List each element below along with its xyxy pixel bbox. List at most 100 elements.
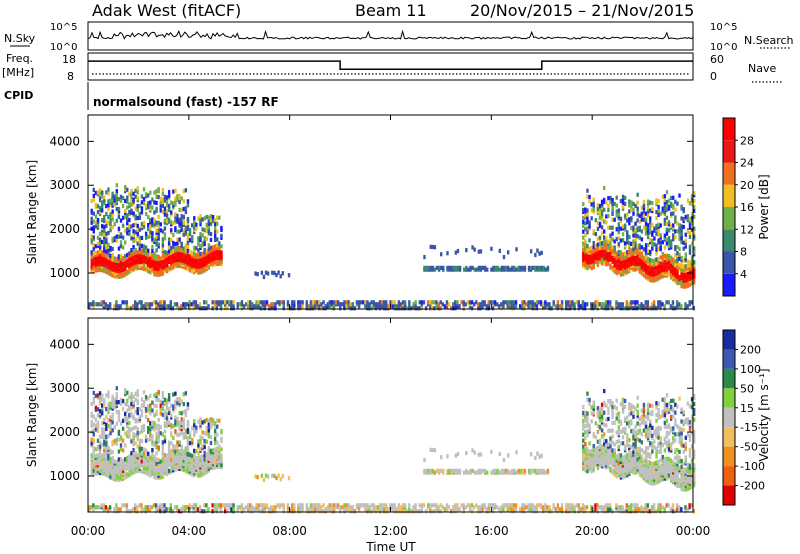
power-cell xyxy=(100,200,104,205)
velocity-cell xyxy=(186,435,190,441)
power-cell xyxy=(167,241,171,246)
power-cell xyxy=(600,257,604,262)
velocity-cell xyxy=(213,425,217,430)
velocity-cell xyxy=(370,503,373,508)
power-cell xyxy=(205,249,208,254)
power-cell xyxy=(136,250,139,255)
power-cell xyxy=(221,300,225,305)
power-cell xyxy=(640,205,644,210)
velocity-cell xyxy=(615,503,618,508)
velocity-cell xyxy=(126,390,129,395)
velocity-cell xyxy=(144,414,148,420)
velocity-cell xyxy=(213,459,217,464)
velocity-cell xyxy=(598,438,602,443)
power-cell xyxy=(247,300,250,305)
velocity-cell xyxy=(560,503,564,508)
power-cell xyxy=(669,243,673,248)
power-cell xyxy=(523,265,527,270)
velocity-cell xyxy=(272,505,275,510)
velocity-cell xyxy=(491,509,495,514)
power-cell xyxy=(667,244,671,249)
power-cell xyxy=(142,197,146,202)
power-cell xyxy=(151,197,154,202)
power-cell xyxy=(170,200,173,205)
power-cell xyxy=(374,306,378,311)
power-cell xyxy=(672,233,675,238)
velocity-cell xyxy=(265,503,269,508)
power-cell xyxy=(130,250,133,255)
velocity-cell xyxy=(383,503,386,508)
velocity-cell xyxy=(424,509,428,514)
power-cell xyxy=(213,300,216,305)
power-cell xyxy=(263,306,267,311)
velocity-cell xyxy=(609,428,612,433)
power-cell xyxy=(582,223,585,228)
power-cell xyxy=(491,306,495,311)
velocity-cell xyxy=(175,505,179,510)
power-cell xyxy=(134,230,137,235)
power-cell xyxy=(502,254,506,260)
velocity-cell xyxy=(374,509,378,514)
velocity-cell xyxy=(209,440,213,446)
velocity-cell xyxy=(98,452,102,457)
velocity-cell xyxy=(305,509,308,514)
power-cell xyxy=(667,236,671,241)
power-cell xyxy=(619,252,623,257)
power-cell xyxy=(194,300,198,305)
power-cell xyxy=(630,256,633,261)
power-cell xyxy=(584,239,587,244)
power-cell xyxy=(100,190,104,195)
power-cell xyxy=(527,304,530,309)
velocity-cell xyxy=(267,507,271,512)
power-cell xyxy=(199,258,202,263)
power-cell xyxy=(651,268,654,273)
velocity-cell xyxy=(385,509,388,514)
power-cell xyxy=(165,304,168,309)
power-cell xyxy=(416,306,419,311)
velocity-cell xyxy=(546,505,549,510)
power-cell xyxy=(630,204,633,209)
power-cell xyxy=(665,207,669,213)
power-cell xyxy=(90,238,93,243)
power-cell xyxy=(615,203,618,208)
velocity-cell xyxy=(667,503,670,508)
power-cell xyxy=(313,304,317,309)
velocity-cell xyxy=(378,503,382,508)
power-cell xyxy=(678,223,681,228)
velocity-cell xyxy=(606,503,610,508)
velocity-cell xyxy=(105,448,108,453)
velocity-cell xyxy=(182,409,185,415)
power-cell xyxy=(366,300,369,305)
velocity-cell xyxy=(184,505,187,510)
velocity-cell xyxy=(96,438,100,443)
velocity-cell xyxy=(117,400,121,405)
power-cell xyxy=(611,211,614,216)
velocity-cell xyxy=(197,455,200,461)
velocity-cell xyxy=(92,454,96,459)
power-cell xyxy=(592,197,595,202)
velocity-cell xyxy=(159,459,162,464)
velocity-cell xyxy=(92,396,96,401)
power-cell xyxy=(311,300,315,305)
power-cell xyxy=(92,265,96,270)
power-cell xyxy=(96,190,100,195)
power-cell xyxy=(157,194,160,200)
power-cell xyxy=(128,223,131,228)
velocity-cell xyxy=(127,509,131,514)
power-cell xyxy=(462,300,465,305)
power-cell xyxy=(540,265,543,270)
power-cell xyxy=(117,214,121,220)
velocity-cell xyxy=(201,420,204,425)
power-cell xyxy=(201,233,204,238)
power-cell xyxy=(684,232,688,237)
power-cell xyxy=(176,246,179,251)
power-cell xyxy=(515,247,518,252)
power-cell xyxy=(132,197,135,202)
power-cell xyxy=(343,300,346,305)
velocity-cell xyxy=(182,449,185,454)
power-cell xyxy=(636,300,639,305)
velocity-cell xyxy=(199,454,202,459)
velocity-cell xyxy=(184,451,188,456)
power-cell xyxy=(651,201,654,206)
power-cell xyxy=(671,306,675,311)
